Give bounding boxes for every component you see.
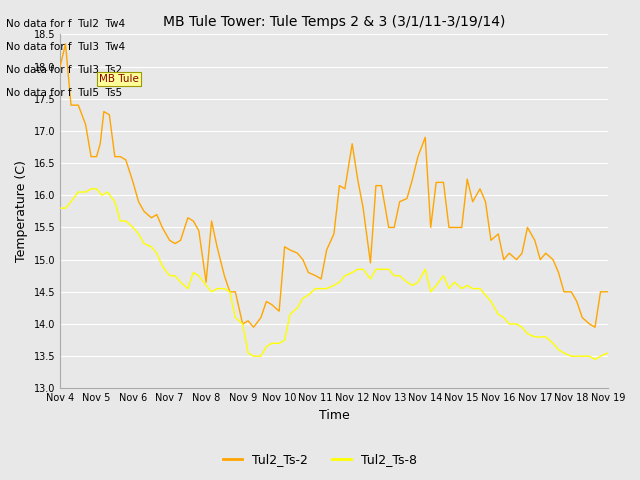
Legend: Tul2_Ts-2, Tul2_Ts-8: Tul2_Ts-2, Tul2_Ts-8 [218,448,422,471]
X-axis label: Time: Time [319,409,349,422]
Title: MB Tule Tower: Tule Temps 2 & 3 (3/1/11-3/19/14): MB Tule Tower: Tule Temps 2 & 3 (3/1/11-… [163,15,505,29]
Text: No data for f  Tul3  Tw4: No data for f Tul3 Tw4 [6,42,125,52]
Text: MB Tule: MB Tule [99,74,139,84]
Y-axis label: Temperature (C): Temperature (C) [15,160,28,262]
Text: No data for f  Tul5  Ts5: No data for f Tul5 Ts5 [6,88,122,98]
Text: No data for f  Tul2  Tw4: No data for f Tul2 Tw4 [6,19,125,29]
Text: No data for f  Tul3  Ts2: No data for f Tul3 Ts2 [6,65,122,75]
